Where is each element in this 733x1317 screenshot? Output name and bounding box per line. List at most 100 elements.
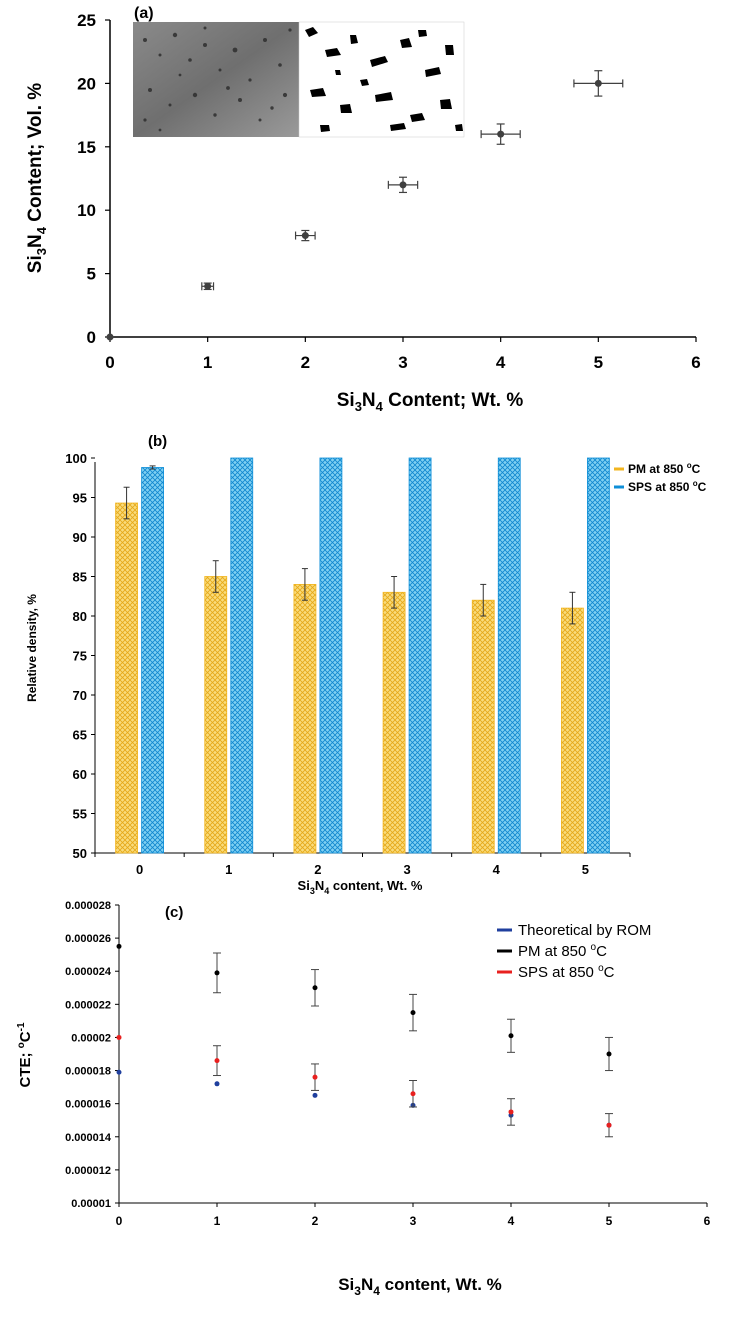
c-x-tick-label: 4 xyxy=(508,1214,515,1228)
c-legend-label-sup: o xyxy=(598,963,604,974)
legend-label-sps: SPS at 850 oC xyxy=(628,479,707,494)
panel-a-y-axis-label: Si3N4 Content; Vol. % xyxy=(25,83,49,274)
c-data-point xyxy=(508,1109,514,1115)
c-data-point xyxy=(312,1092,318,1098)
b-x-tick-label: 3 xyxy=(403,862,410,877)
c-data-point xyxy=(410,1091,416,1097)
b-bar-pm xyxy=(561,607,584,854)
c-y-tick-label: 0.000018 xyxy=(65,1066,111,1078)
a-x-tick-label: 2 xyxy=(301,353,310,372)
panel-b-x-axis-label: Si3N4 content, Wt. % xyxy=(298,878,423,896)
c-x-tick-label: 0 xyxy=(116,1214,123,1228)
a-data-point xyxy=(204,282,212,290)
a-x-tick-label: 1 xyxy=(203,353,212,372)
a-data-point xyxy=(399,181,407,189)
c-x-tick-label: 3 xyxy=(410,1214,417,1228)
c-y-tick-label: 0.000014 xyxy=(65,1132,112,1144)
panel-a-y-ticks: 0 5 10 15 20 25 xyxy=(77,11,110,347)
b-x-tick-label: 5 xyxy=(582,862,589,877)
b-bar-pm xyxy=(471,599,495,854)
b-y-tick-label: 65 xyxy=(73,728,87,743)
panel-a-x-ticks: 0 1 2 3 4 5 6 xyxy=(105,337,701,372)
panel-b-axes xyxy=(94,462,630,854)
c-data-point xyxy=(508,1033,514,1039)
c-data-point xyxy=(606,1051,612,1057)
b-bar-pm xyxy=(204,576,228,854)
b-bar-pm xyxy=(382,591,406,854)
b-y-tick-label: 100 xyxy=(65,451,87,466)
c-data-point xyxy=(410,1010,416,1016)
panel-a-data-points xyxy=(106,70,624,341)
b-bar-sps xyxy=(230,457,254,854)
panel-a-x-axis-label: Si3N4 Content; Wt. % xyxy=(337,390,524,414)
a-y-tick-label: 20 xyxy=(77,74,96,93)
b-y-tick-label: 55 xyxy=(73,807,87,822)
b-x-tick-label: 0 xyxy=(136,862,143,877)
a-data-point xyxy=(594,79,602,87)
panel-b-y-ticks: 50 55 60 65 70 75 80 85 90 95 100 xyxy=(65,451,95,861)
c-legend-label: SPS at 850 oC xyxy=(518,963,615,981)
c-data-point xyxy=(312,1074,318,1080)
b-y-tick-label: 80 xyxy=(73,609,87,624)
b-bar-pm xyxy=(115,502,138,854)
b-bar-pm xyxy=(293,584,317,854)
a-y-tick-label: 0 xyxy=(87,328,96,347)
c-data-point xyxy=(606,1122,612,1128)
panel-c-data-points xyxy=(116,943,613,1138)
a-x-tick-label: 0 xyxy=(105,353,114,372)
b-y-tick-label: 70 xyxy=(73,688,87,703)
c-y-tick-label: 0.000012 xyxy=(65,1165,111,1177)
c-legend-label-main: Theoretical by ROM xyxy=(518,922,651,939)
panel-b-bars xyxy=(115,457,610,854)
panel-c-label: (c) xyxy=(165,904,183,921)
a-x-tick-label: 6 xyxy=(691,353,700,372)
b-bar-sps xyxy=(319,457,343,854)
c-x-tick-label: 5 xyxy=(606,1214,613,1228)
sem-micrograph-inset xyxy=(133,21,465,138)
b-bar-sps xyxy=(497,457,521,854)
panel-c-y-ticks: 0.00001 0.000012 0.000014 0.000016 0.000018 0… xyxy=(65,900,119,1210)
c-x-tick-label: 1 xyxy=(214,1214,221,1228)
c-y-tick-label: 0.000028 xyxy=(65,900,111,912)
c-legend-label-sup: o xyxy=(591,942,597,953)
b-bar-sps xyxy=(408,457,432,854)
b-y-tick-label: 75 xyxy=(73,649,87,664)
c-legend-label: Theoretical by ROM xyxy=(518,922,651,939)
panel-c-axes xyxy=(118,905,707,1204)
a-y-tick-label: 15 xyxy=(77,138,96,157)
c-data-point xyxy=(214,1081,220,1087)
b-y-tick-label: 60 xyxy=(73,767,87,782)
b-y-tick-label: 85 xyxy=(73,570,87,585)
panel-c: 0.00001 0.000012 0.000014 0.000016 0.000018 0… xyxy=(16,900,711,1298)
b-x-tick-label: 1 xyxy=(225,862,232,877)
panel-b: 50 55 60 65 70 75 80 85 90 95 100 0 1 2 3 4 5 (b) PM at… xyxy=(25,433,707,896)
c-data-point xyxy=(116,1069,122,1075)
panel-a: 0 1 2 3 4 5 6 0 5 10 15 20 25 xyxy=(25,5,701,414)
c-data-point xyxy=(116,943,122,949)
c-y-tick-label: 0.00002 xyxy=(71,1032,111,1044)
c-data-point xyxy=(214,1058,220,1064)
b-x-tick-label: 2 xyxy=(314,862,321,877)
b-bar-sps xyxy=(141,467,164,854)
a-data-point xyxy=(301,232,309,240)
c-data-point xyxy=(312,985,318,991)
c-y-tick-label: 0.000026 xyxy=(65,933,111,945)
b-y-tick-label: 50 xyxy=(73,846,87,861)
c-data-point xyxy=(214,970,220,976)
a-y-tick-label: 25 xyxy=(77,11,96,30)
panel-a-label: (a) xyxy=(134,5,154,22)
c-legend-label-main: SPS at 850 xyxy=(518,964,598,981)
panel-c-x-ticks: 0 1 2 3 4 5 6 xyxy=(116,1203,711,1228)
a-y-tick-label: 5 xyxy=(87,265,96,284)
c-y-tick-label: 0.000022 xyxy=(65,999,111,1011)
a-y-tick-label: 10 xyxy=(77,201,96,220)
c-y-tick-label: 0.000016 xyxy=(65,1099,111,1111)
c-y-tick-label: 0.000024 xyxy=(65,966,112,978)
panel-b-legend: PM at 850 oC SPS at 850 oC xyxy=(614,461,707,494)
b-y-tick-label: 95 xyxy=(73,491,87,506)
c-x-tick-label: 2 xyxy=(312,1214,319,1228)
c-data-point xyxy=(116,1034,122,1040)
a-x-tick-label: 5 xyxy=(594,353,603,372)
